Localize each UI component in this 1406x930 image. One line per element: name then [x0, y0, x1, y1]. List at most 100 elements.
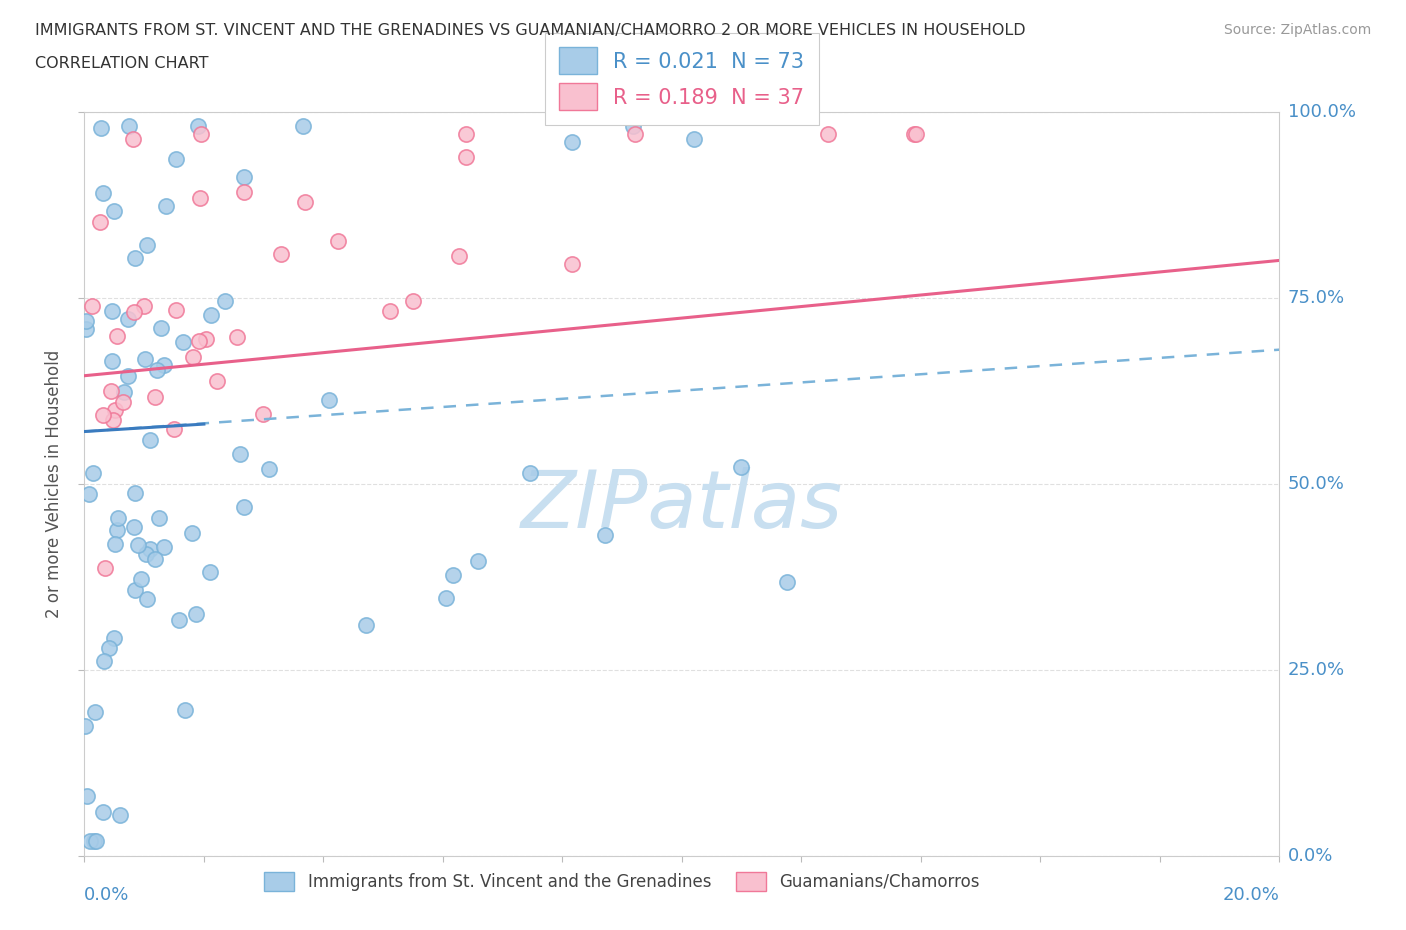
- Point: [129, 572, 152, 587]
- Point: [84, 705, 107, 720]
- Point: [103, 631, 125, 645]
- Text: 20.0%: 20.0%: [1223, 886, 1279, 904]
- Point: [817, 126, 839, 141]
- Point: [561, 135, 583, 150]
- Point: [108, 808, 131, 823]
- Point: [776, 574, 799, 589]
- Point: [117, 312, 139, 326]
- Point: [181, 525, 204, 540]
- Point: [107, 511, 129, 525]
- Point: [111, 394, 134, 409]
- Point: [82, 466, 104, 481]
- Point: [467, 553, 489, 568]
- Point: [252, 406, 274, 421]
- Point: [449, 249, 471, 264]
- Point: [519, 465, 541, 480]
- Point: [188, 191, 211, 206]
- Text: IMMIGRANTS FROM ST. VINCENT AND THE GRENADINES VS GUAMANIAN/CHAMORRO 2 OR MORE V: IMMIGRANTS FROM ST. VINCENT AND THE GREN…: [35, 23, 1026, 38]
- Point: [229, 446, 252, 461]
- Point: [186, 606, 208, 621]
- Point: [114, 384, 136, 399]
- Point: [101, 304, 124, 319]
- Point: [134, 352, 156, 366]
- Point: [233, 499, 256, 514]
- Text: 100.0%: 100.0%: [1288, 102, 1355, 121]
- Point: [124, 583, 146, 598]
- Point: [82, 299, 104, 313]
- Point: [135, 237, 157, 252]
- Text: 75.0%: 75.0%: [1288, 288, 1346, 307]
- Text: 0.0%: 0.0%: [84, 886, 129, 904]
- Point: [76, 789, 98, 804]
- Point: [356, 618, 378, 632]
- Point: [104, 403, 127, 418]
- Point: [97, 641, 120, 656]
- Point: [139, 541, 162, 556]
- Point: [93, 654, 115, 669]
- Point: [143, 551, 166, 566]
- Point: [152, 357, 174, 372]
- Point: [173, 703, 195, 718]
- Point: [103, 204, 125, 219]
- Point: [624, 126, 647, 141]
- Point: [124, 485, 146, 500]
- Point: [730, 459, 752, 474]
- Point: [456, 126, 478, 141]
- Text: 50.0%: 50.0%: [1288, 474, 1344, 493]
- Text: CORRELATION CHART: CORRELATION CHART: [35, 56, 208, 71]
- Text: ZIPatlas: ZIPatlas: [520, 467, 844, 545]
- Point: [292, 119, 315, 134]
- Point: [181, 350, 204, 365]
- Point: [561, 256, 583, 271]
- Point: [454, 150, 477, 165]
- Point: [270, 246, 292, 261]
- Point: [195, 331, 218, 346]
- Point: [91, 804, 114, 819]
- Text: 25.0%: 25.0%: [1288, 660, 1346, 679]
- Point: [903, 126, 925, 141]
- Point: [145, 363, 167, 378]
- Point: [226, 330, 249, 345]
- Point: [89, 214, 111, 229]
- Point: [124, 250, 146, 265]
- Point: [198, 565, 221, 579]
- Point: [187, 119, 209, 134]
- Point: [83, 833, 105, 848]
- Point: [165, 151, 187, 166]
- Point: [257, 462, 280, 477]
- Legend: Immigrants from St. Vincent and the Grenadines, Guamanians/Chamorros: Immigrants from St. Vincent and the Gren…: [256, 863, 988, 899]
- Point: [188, 333, 211, 348]
- Point: [84, 833, 107, 848]
- Point: [214, 293, 236, 308]
- Point: [132, 299, 155, 313]
- Point: [318, 392, 340, 407]
- Point: [233, 170, 256, 185]
- Point: [326, 234, 349, 249]
- Point: [77, 486, 100, 501]
- Point: [79, 833, 101, 848]
- Point: [135, 547, 157, 562]
- Point: [155, 198, 177, 213]
- Point: [90, 120, 112, 135]
- Point: [378, 303, 401, 318]
- Point: [200, 307, 222, 322]
- Point: [91, 407, 114, 422]
- Point: [73, 718, 96, 733]
- Point: [143, 390, 166, 405]
- Point: [904, 126, 927, 141]
- Point: [682, 131, 704, 146]
- Point: [122, 132, 145, 147]
- Point: [105, 329, 128, 344]
- Point: [152, 539, 174, 554]
- Point: [118, 119, 141, 134]
- Point: [75, 313, 97, 328]
- Point: [91, 186, 114, 201]
- Point: [163, 421, 186, 436]
- Point: [124, 305, 146, 320]
- Point: [101, 413, 124, 428]
- Point: [101, 353, 124, 368]
- Point: [190, 126, 212, 141]
- Point: [205, 373, 228, 388]
- Point: [94, 561, 117, 576]
- Y-axis label: 2 or more Vehicles in Household: 2 or more Vehicles in Household: [45, 350, 63, 618]
